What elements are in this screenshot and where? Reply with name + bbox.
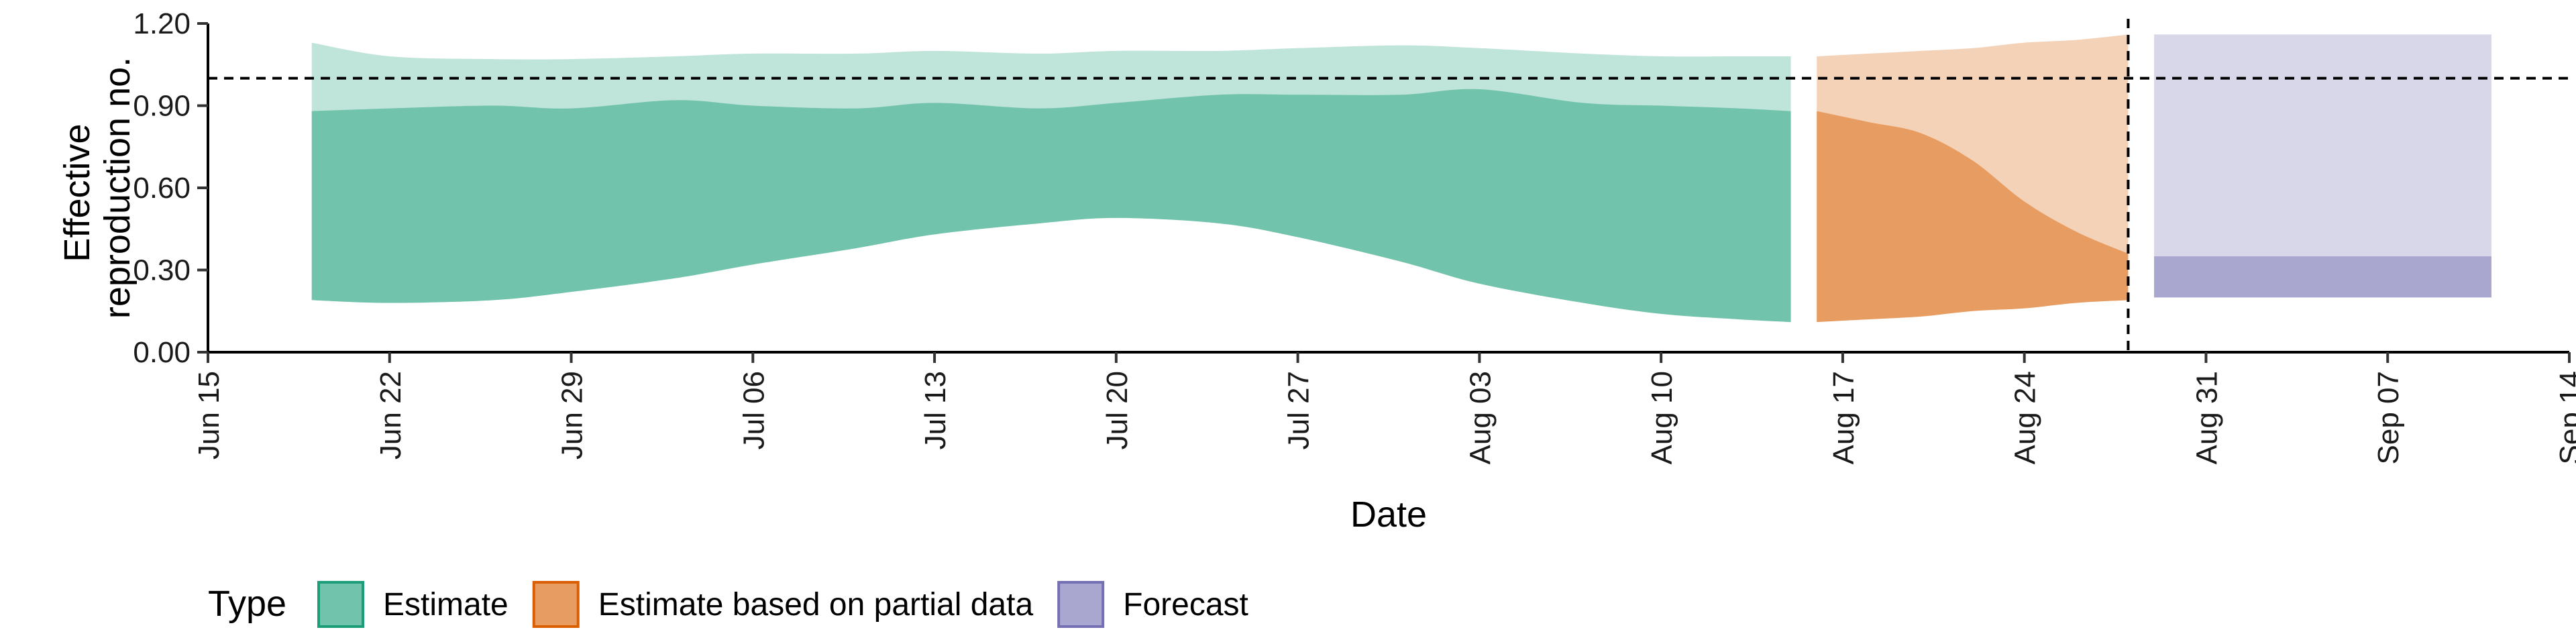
legend-label-forecast: Forecast	[1123, 587, 1248, 623]
y-tick-label: 0.60	[133, 172, 191, 205]
legend-key-estimate	[317, 581, 364, 628]
x-tick-label: Jul 27	[1283, 371, 1316, 449]
forecast-90pct-band	[2154, 34, 2491, 298]
legend-key-forecast	[1057, 581, 1105, 628]
y-tick-label: 0.90	[133, 90, 191, 123]
forecast-50pct-band	[2154, 256, 2491, 298]
y-axis-title: Effective reproduction no.	[57, 57, 138, 319]
x-tick-label: Jul 06	[737, 371, 770, 449]
x-tick-label: Jun 15	[193, 371, 225, 460]
x-tick-label: Aug 31	[2190, 371, 2223, 464]
legend-key-estimate-based-on-partial-data	[532, 581, 580, 628]
x-tick-label: Aug 24	[2009, 371, 2042, 464]
y-tick-label: 1.20	[133, 7, 191, 40]
y-axis-title-line-2: reproduction no.	[97, 57, 138, 319]
x-tick-label: Jul 20	[1101, 371, 1134, 449]
x-tick-label: Jun 22	[374, 371, 407, 460]
legend-title: Type	[208, 584, 286, 624]
y-axis-title-line-1: Effective	[57, 123, 97, 262]
legend-label-estimate-based-on-partial-data: Estimate based on partial data	[598, 587, 1034, 623]
estimate-based-on-partial-data-50pct-band	[1817, 111, 2129, 323]
area-layer	[311, 34, 2491, 323]
y-tick-label: 0.00	[133, 336, 191, 369]
legend: Type Estimate Estimate based on partial d…	[208, 581, 1248, 628]
reference-lines	[208, 19, 2569, 352]
x-tick-label: Jun 29	[556, 371, 589, 460]
x-tick-label: Aug 17	[1827, 371, 1860, 464]
x-tick-label: Sep 14	[2554, 371, 2576, 464]
x-tick-label: Jul 13	[919, 371, 952, 449]
x-axis-title: Date	[1350, 494, 1427, 535]
y-tick-label: 0.30	[133, 254, 191, 287]
x-tick-label: Sep 07	[2372, 371, 2405, 464]
x-tick-label: Aug 10	[1646, 371, 1678, 464]
legend-label-estimate: Estimate	[383, 587, 508, 623]
estimate-50pct-band	[311, 89, 1791, 323]
tick-labels: 0.00 0.30 0.60 0.90 1.20 Jun 15 Jun 22 Jun 29 Ju…	[133, 7, 2576, 464]
x-tick-label: Aug 03	[1464, 371, 1497, 464]
